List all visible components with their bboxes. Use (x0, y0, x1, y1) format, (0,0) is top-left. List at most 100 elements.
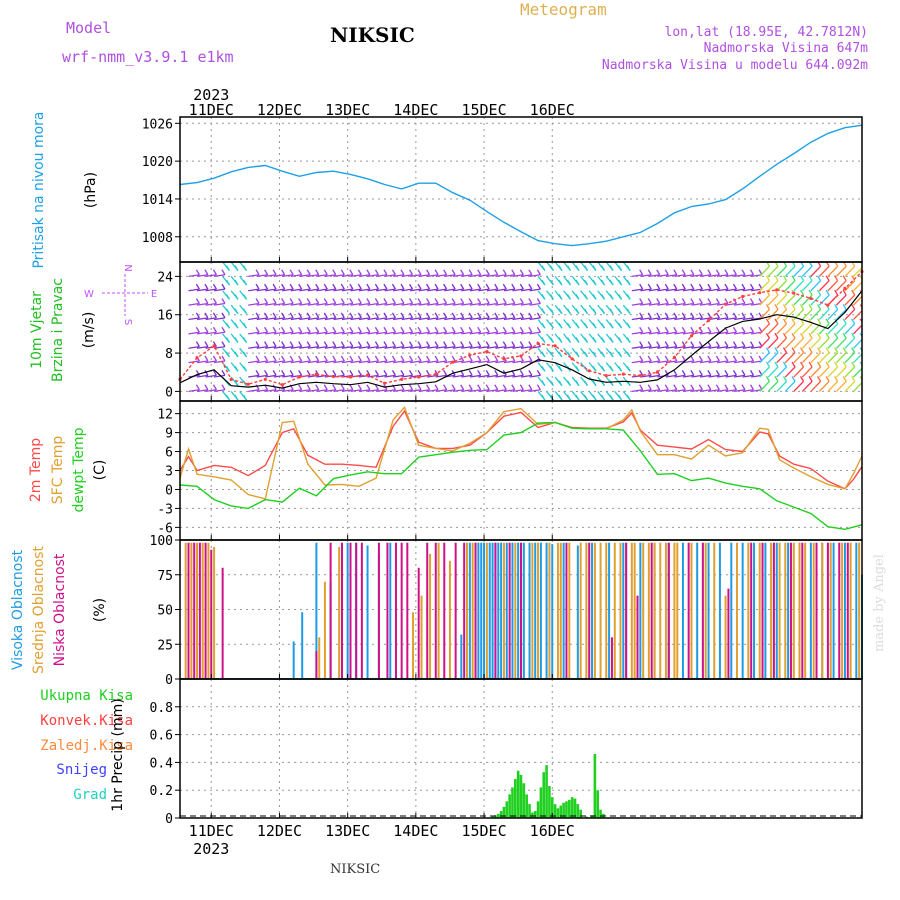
wind-barb (716, 360, 729, 364)
wind-barb-feather (699, 255, 702, 260)
wind-barb-feather (792, 247, 795, 252)
x-tick-label-bottom: 11DEC (189, 822, 234, 840)
ytick-label-pressure: 1008 (142, 231, 173, 246)
wind-barb (461, 302, 473, 306)
wind-barb-feather (323, 269, 328, 276)
wind-barb-feather (212, 269, 218, 276)
wind-barb-feather (698, 269, 703, 276)
wind-barb-feather (272, 298, 277, 304)
gust-point (195, 356, 199, 360)
wind-barb-feather (749, 269, 755, 276)
wind-barb-feather (502, 341, 507, 347)
wind-barb-feather (575, 337, 580, 343)
wind-barb-feather (724, 370, 729, 376)
gust-point (570, 357, 574, 361)
wind-barb-feather (698, 370, 703, 376)
wind-barb (350, 274, 362, 278)
series-wind-speed (179, 290, 863, 389)
wind-barb-feather (639, 384, 644, 391)
wind-barb-feather (332, 298, 337, 304)
wind-barb (307, 302, 319, 306)
wind-barb (469, 331, 481, 335)
wind-barb-feather (817, 275, 822, 282)
wind-barb-feather (549, 365, 554, 372)
wind-barb (665, 345, 677, 349)
wind-barb-feather (408, 326, 414, 333)
wind-barb (469, 360, 481, 364)
wind-barb-feather (775, 247, 778, 252)
wind-barb (657, 345, 669, 349)
precip-bar-total (519, 774, 523, 818)
wind-barb-feather (817, 332, 822, 339)
wind-barb-feather (281, 355, 286, 362)
wind-barb (486, 317, 498, 321)
x-tick-label-top: 14DEC (393, 101, 438, 119)
wind-barb-feather (575, 365, 580, 372)
wind-barb (299, 331, 311, 335)
pressure-label: Pritisak na nivou mora (31, 111, 47, 268)
wind-barb (734, 389, 746, 393)
wind-barb-feather (733, 255, 736, 260)
wind-barb-feather (195, 384, 200, 391)
wind-barb (503, 317, 515, 321)
ytick-label-precip: 0.4 (150, 756, 174, 771)
wind-barb (835, 323, 847, 335)
wind-barb-feather (315, 312, 320, 319)
wind-barb (784, 280, 796, 292)
wind-barb (188, 331, 200, 335)
wind-barb-feather (690, 298, 695, 304)
wind-barb (520, 374, 532, 378)
wind-barb (444, 274, 456, 278)
dir-legend-n: N (122, 264, 133, 271)
wind-barb (801, 352, 813, 364)
wind-barb (205, 389, 217, 393)
wind-barb-feather (391, 341, 397, 347)
ytick-label-cloud: 75 (157, 569, 173, 584)
wind-barb-feather (825, 361, 830, 368)
wind-barb (299, 302, 311, 306)
wind-barb (682, 274, 694, 278)
wind-barb-feather (357, 355, 362, 362)
wind-barb-feather (281, 312, 286, 319)
wind-barb-feather (255, 341, 260, 347)
wind-barb (734, 331, 746, 335)
wind-barb (401, 274, 413, 278)
wind-barb (316, 274, 328, 278)
wind-barb-feather (673, 326, 678, 333)
wind-barb-feather (583, 337, 589, 343)
snow-label: Snijeg (56, 762, 107, 778)
wind-barb-feather (690, 384, 695, 391)
wind-barb-feather (791, 275, 796, 282)
wind-barb-feather (656, 355, 661, 362)
wind-barb-feather (477, 269, 482, 276)
wind-barb (784, 380, 796, 392)
watermark: made by Angel (872, 554, 887, 652)
wind-barb-feather (400, 326, 405, 333)
wind-barb-feather (242, 322, 248, 329)
wind-barb-feather (477, 341, 482, 347)
wind-barb-feather (592, 337, 597, 343)
wind-barb (844, 352, 856, 364)
wind-barb-feather (195, 341, 200, 347)
wind-barb-feather (443, 326, 448, 333)
wind-barb (836, 262, 838, 263)
wind-barb (640, 345, 652, 349)
wind-barb (648, 389, 660, 393)
wind-barb-feather (834, 361, 839, 368)
wind-barb-feather (349, 370, 354, 376)
wind-barb (299, 360, 311, 364)
wind-barb (767, 352, 779, 364)
wind-barb-feather (468, 384, 473, 391)
wind-barb (341, 302, 353, 306)
wind-barb (367, 389, 379, 393)
wind-barb (375, 288, 388, 292)
wind-barb (307, 345, 319, 349)
wind-barb-feather (774, 275, 779, 282)
wind-barb-feather (657, 255, 660, 260)
wind-barb-feather (842, 304, 847, 310)
wind-barb-feather (443, 283, 448, 290)
wind-barb (358, 317, 370, 321)
wind-barb (495, 389, 507, 393)
wind-barb (333, 331, 345, 335)
ytick-label-temperature: -3 (157, 502, 173, 517)
